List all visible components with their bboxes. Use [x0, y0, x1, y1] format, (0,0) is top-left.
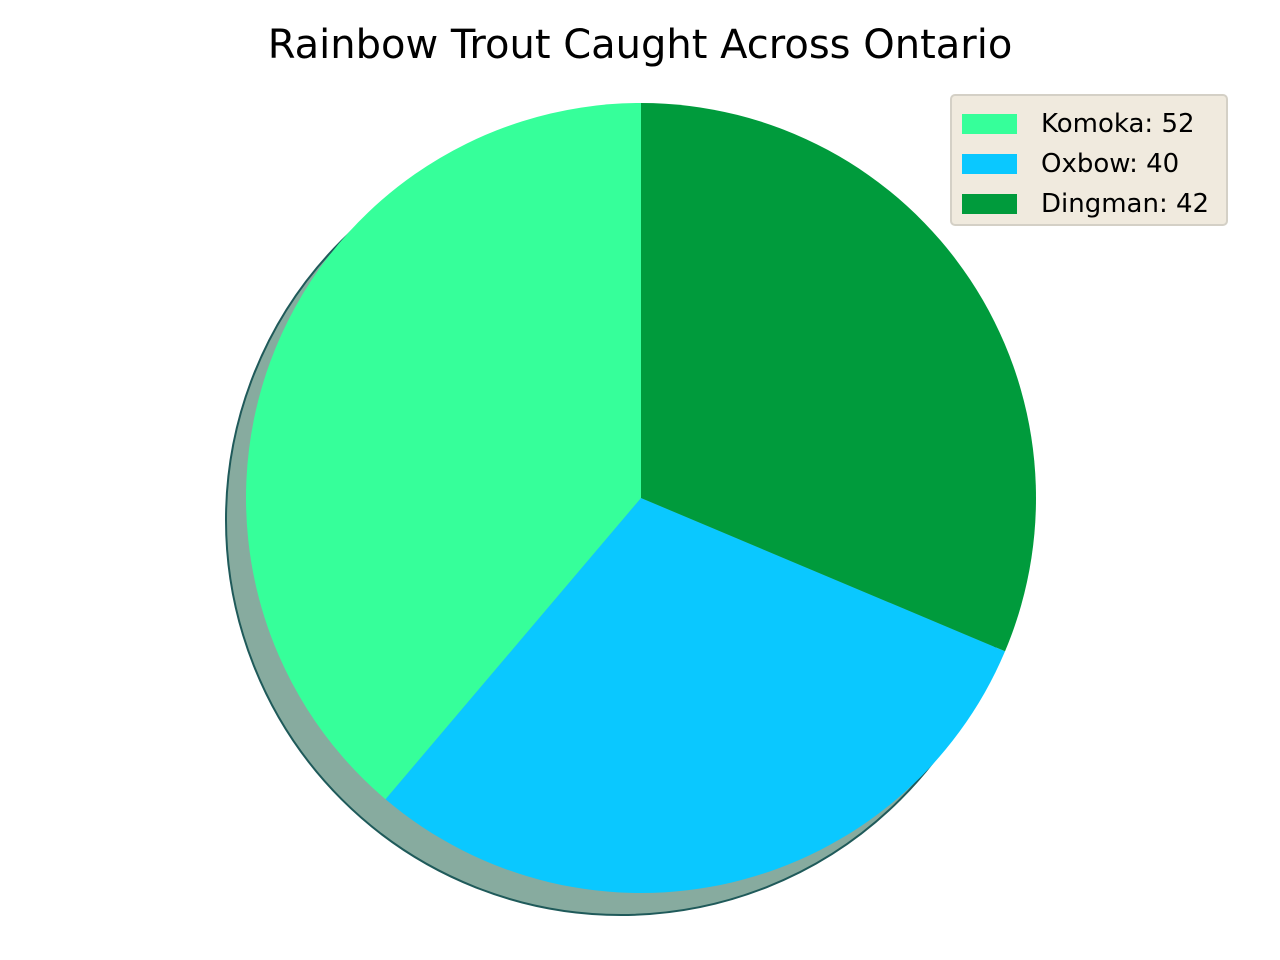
chart-title: Rainbow Trout Caught Across Ontario — [267, 22, 1013, 68]
legend-label-dingman: Dingman: 42 — [1041, 189, 1210, 219]
legend-item-komoka: Komoka: 52 — [962, 106, 1216, 142]
pie-slice-dingman — [641, 103, 1037, 652]
legend-label-oxbow: Oxbow: 40 — [1041, 149, 1180, 179]
legend-swatch-oxbow — [962, 154, 1017, 174]
legend-swatch-komoka — [962, 114, 1017, 134]
pie-slices — [246, 103, 1037, 893]
legend-item-dingman: Dingman: 42 — [962, 186, 1216, 222]
pie-slice-komoka — [246, 103, 641, 800]
legend-swatch-dingman — [962, 194, 1017, 214]
pie-slice-oxbow — [385, 498, 1006, 893]
legend: Komoka: 52 Oxbow: 40 Dingman: 42 — [950, 94, 1228, 226]
legend-label-komoka: Komoka: 52 — [1041, 109, 1195, 139]
legend-item-oxbow: Oxbow: 40 — [962, 146, 1216, 182]
